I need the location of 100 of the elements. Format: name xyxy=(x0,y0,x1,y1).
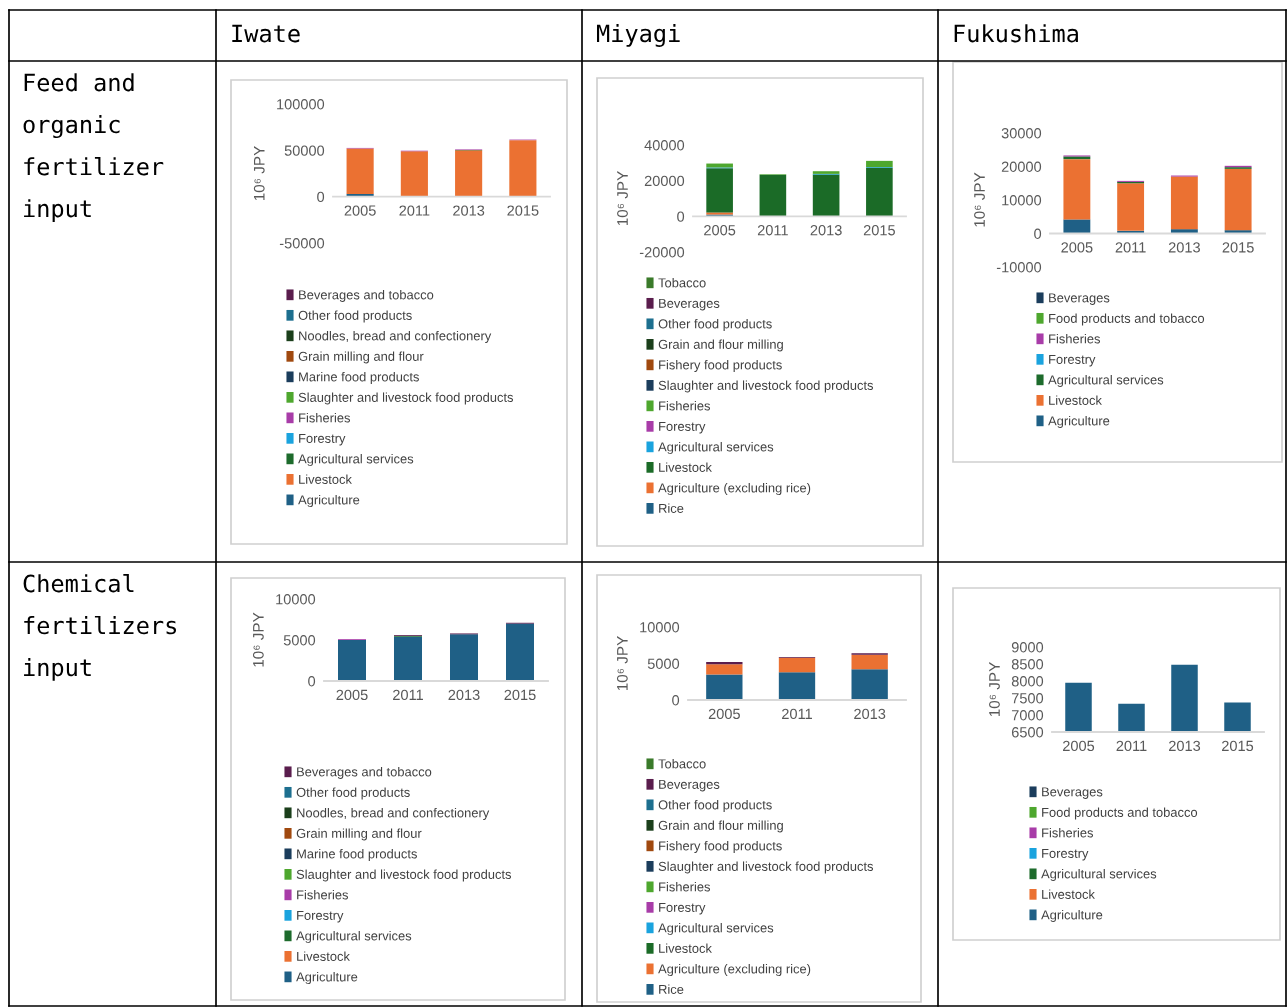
y-tick-label: -20000 xyxy=(639,247,685,258)
legend-label: Slaughter and livestock food products xyxy=(658,861,874,874)
legend-label: Agricultural services xyxy=(298,453,414,466)
legend-label: Livestock xyxy=(1042,889,1095,899)
x-tick-label: 2005 xyxy=(336,689,368,701)
y-tick-label: 8000 xyxy=(1011,676,1044,687)
y-tick-label: 9000 xyxy=(1011,642,1044,653)
legend-label: Livestock xyxy=(659,943,712,953)
text: Chemical fertilizers input xyxy=(23,574,177,681)
legend-label: Other food products xyxy=(658,799,772,812)
legend-label: Fisheries xyxy=(1042,827,1094,838)
legend-label: Fishery food products xyxy=(659,840,782,853)
legend-label: Fishery food products xyxy=(659,359,782,372)
x-tick-label: 2013 xyxy=(448,689,480,701)
x-tick-label: 2015 xyxy=(507,205,539,216)
y-tick-label: 20000 xyxy=(1001,161,1042,172)
legend-label: Agricultural services xyxy=(1048,374,1164,387)
y-tick-label: 0 xyxy=(1034,228,1042,239)
y-tick-label: 20000 xyxy=(644,175,685,187)
y-tick-label: 5000 xyxy=(283,635,316,646)
x-tick-label: 2011 xyxy=(393,689,423,701)
legend-label: Livestock xyxy=(299,474,352,484)
legend-label: Fisheries xyxy=(659,400,711,411)
legend-label: Grain and flour milling xyxy=(658,339,783,352)
y-tick-label: -50000 xyxy=(279,238,325,249)
y-axis-title: 10⁶ JPY xyxy=(974,172,985,227)
y-tick-label: 10000 xyxy=(640,622,680,633)
x-tick-label: 2011 xyxy=(1116,740,1147,752)
text: Feed and organic fertilizer input xyxy=(23,73,164,222)
x-tick-label: 2013 xyxy=(810,225,842,236)
legend-label: Beverages xyxy=(1049,293,1110,305)
legend-label: Food products and tobacco xyxy=(1042,807,1198,820)
y-tick-label: 8500 xyxy=(1011,659,1044,670)
x-tick-label: 2015 xyxy=(504,689,536,701)
x-tick-label: 2013 xyxy=(1168,242,1200,253)
legend-label: Agricultural services xyxy=(296,930,412,943)
y-tick-label: 10000 xyxy=(1002,195,1042,206)
y-tick-label: 7000 xyxy=(1011,710,1044,721)
legend-label: Agricultural services xyxy=(658,441,774,454)
x-tick-label: 2005 xyxy=(1063,740,1095,752)
legend-label: Livestock xyxy=(297,951,350,961)
x-tick-label: 2013 xyxy=(854,708,886,720)
x-tick-label: 2015 xyxy=(1222,242,1254,253)
y-tick-label: 0 xyxy=(677,211,685,222)
legend-label: Forestry xyxy=(1049,354,1096,367)
x-tick-label: 2013 xyxy=(1169,740,1201,752)
x-tick-label: 2005 xyxy=(708,708,740,720)
legend-label: Other food products xyxy=(296,787,410,800)
legend-label: Grain and flour milling xyxy=(658,820,783,833)
y-axis-title: 10⁶ JPY xyxy=(253,146,265,201)
legend-label: Agriculture xyxy=(296,971,358,985)
legend-label: Forestry xyxy=(297,910,344,923)
legend-label: Tobacco xyxy=(658,277,706,288)
legend-label: Agriculture (excluding rice) xyxy=(658,963,811,977)
legend-label: Agriculture xyxy=(1041,909,1103,922)
x-tick-label: 2011 xyxy=(399,205,430,216)
y-axis-title: 10⁶ JPY xyxy=(616,636,628,691)
legend-label: Forestry xyxy=(1042,848,1089,861)
chart-title: Fukushima xyxy=(954,24,1078,43)
legend-label: Agricultural services xyxy=(658,922,774,935)
x-tick-label: 2015 xyxy=(863,225,895,236)
legend-label: Noodles, bread and confectionery xyxy=(297,807,490,820)
x-tick-label: 2011 xyxy=(757,225,788,236)
x-tick-label: 2011 xyxy=(1115,242,1146,253)
legend-label: Slaughter and livestock food products xyxy=(658,380,874,393)
legend-label: Rice xyxy=(659,984,684,994)
y-tick-label: 5000 xyxy=(647,658,680,669)
x-tick-label: 2005 xyxy=(704,225,736,236)
y-axis-title: 10⁶ JPY xyxy=(989,662,1000,717)
y-tick-label: 0 xyxy=(317,191,325,203)
legend-label: Forestry xyxy=(299,433,346,446)
legend-label: Beverages and tobacco xyxy=(299,289,434,302)
x-tick-label: 2005 xyxy=(344,205,376,216)
y-tick-label: 0 xyxy=(672,695,680,706)
y-tick-label: 7500 xyxy=(1011,693,1044,704)
y-tick-label: 10000 xyxy=(276,594,316,605)
legend-label: Marine food products xyxy=(299,371,419,384)
legend-label: Fisheries xyxy=(297,889,349,900)
legend-label: Other food products xyxy=(298,310,412,323)
legend-label: Beverages and tobacco xyxy=(297,766,432,779)
legend-label: Agriculture (excluding rice) xyxy=(658,482,811,496)
x-tick-label: 2013 xyxy=(453,205,485,216)
y-tick-label: -10000 xyxy=(996,262,1042,273)
legend-label: Beverages xyxy=(659,779,720,792)
legend-label: Tobacco xyxy=(658,758,706,769)
y-axis-title: 10⁶ JPY xyxy=(617,171,628,226)
legend-label: Slaughter and livestock food products xyxy=(296,869,512,882)
x-tick-label: 2015 xyxy=(1222,740,1254,752)
legend-label: Fisheries xyxy=(1049,333,1101,344)
chart-title: Iwate xyxy=(232,24,300,43)
legend-label: Livestock xyxy=(659,462,712,472)
legend-label: Agriculture xyxy=(298,494,360,508)
y-axis-title: 10⁶ JPY xyxy=(252,612,264,667)
y-tick-label: 50000 xyxy=(284,145,325,156)
legend-label: Marine food products xyxy=(297,848,417,861)
y-tick-label: 40000 xyxy=(644,140,685,151)
legend-label: Beverages xyxy=(1042,787,1103,799)
legend-label: Grain milling and flour xyxy=(296,828,422,841)
legend-label: Agriculture xyxy=(1048,415,1110,428)
legend-label: Fisheries xyxy=(299,412,351,423)
